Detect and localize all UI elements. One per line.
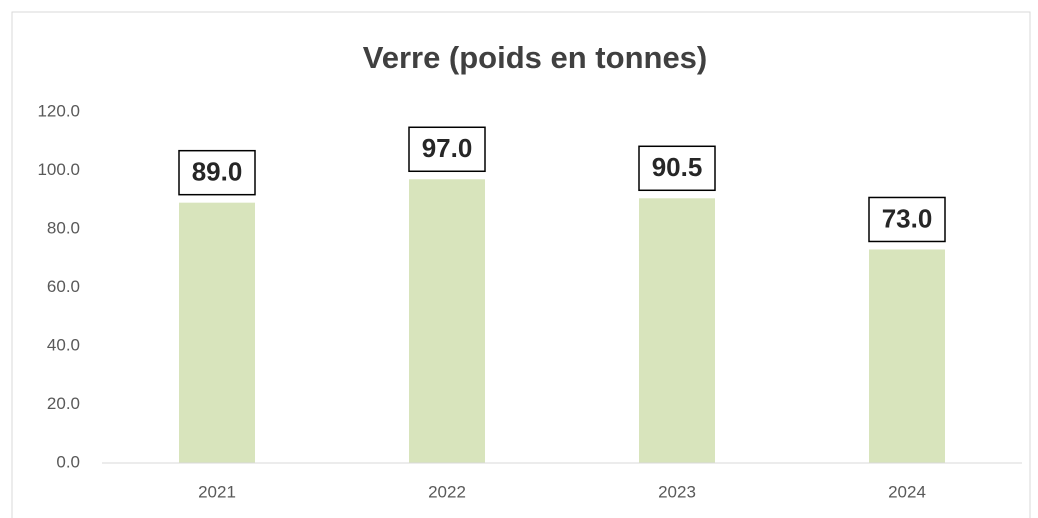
value-label: 73.0 — [882, 203, 933, 233]
y-tick-label: 40.0 — [47, 335, 80, 354]
chart-title: Verre (poids en tonnes) — [363, 40, 708, 75]
y-tick-label: 120.0 — [37, 101, 80, 120]
x-tick-label: 2023 — [658, 482, 696, 501]
value-label: 97.0 — [422, 133, 473, 163]
value-label-box — [638, 145, 716, 192]
bar — [869, 249, 945, 463]
value-label: 90.5 — [652, 152, 703, 182]
value-label: 89.0 — [192, 157, 243, 187]
bar — [639, 198, 715, 463]
x-tick-label: 2024 — [888, 482, 926, 501]
y-tick-label: 60.0 — [47, 277, 80, 296]
x-tick-label: 2021 — [198, 482, 236, 501]
value-label-box — [178, 149, 256, 196]
value-label-box — [408, 126, 486, 173]
y-tick-label: 0.0 — [56, 452, 80, 471]
bar — [409, 179, 485, 463]
value-label-box — [868, 196, 946, 243]
bar — [179, 202, 255, 464]
y-tick-label: 20.0 — [47, 394, 80, 413]
x-tick-label: 2022 — [428, 482, 466, 501]
y-tick-label: 100.0 — [37, 160, 80, 179]
y-tick-label: 80.0 — [47, 218, 80, 237]
